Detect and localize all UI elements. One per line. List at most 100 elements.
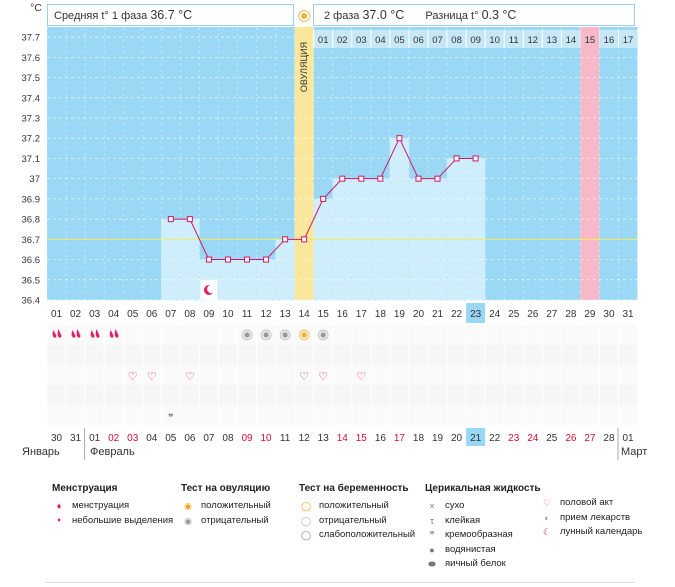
ovtest-negative-core [282,332,288,338]
y-tick-label: 37.7 [22,33,41,44]
legend-item: яичный белок [445,558,506,570]
negative-test-icon: ◉ [184,515,192,526]
post-ovulation-day-label: 05 [394,35,405,46]
moon-icon: ☾ [542,527,552,538]
temperature-point [263,256,270,263]
dry-icon: × [429,501,435,512]
marker-row [47,385,638,405]
date-label: 05 [165,433,177,444]
date-label: 19 [432,433,444,444]
legend-item: менструация [72,500,130,512]
diff-label: Разница t° [425,10,479,22]
temperature-point [167,216,174,223]
cycle-day-label: 31 [622,309,634,320]
temperature-point [434,175,441,182]
phase1-summary: Средняя t° 1 фаза 36.7 °C [47,4,294,26]
post-ovulation-day-label: 04 [375,35,386,46]
date-label: 26 [565,433,577,444]
date-label: 17 [394,433,406,444]
post-ovulation-day-label: 08 [451,35,462,46]
date-label: 27 [584,433,596,444]
y-tick-label: 36.7 [22,235,41,246]
pink-header-cell [580,30,600,48]
menstruation-drop-icon [90,330,95,338]
date-label: 02 [108,433,120,444]
cycle-day-label: 05 [127,309,139,320]
temperature-point [186,216,193,223]
legend-menstruation: Менструация ♦ менструация ♦ небольшие выде… [52,482,173,528]
temp-bar [180,218,200,301]
creamy-icon: ❞ [429,530,435,541]
creamy-icon: ❞ [168,413,173,424]
post-ovulation-day-label: 11 [509,35,519,46]
legend-cervical: Церикальная жидкость × сухо τ клейкая ❞ кре… [425,482,541,572]
date-label: 08 [222,433,234,444]
month-march: Март [621,446,648,458]
cycle-day-label: 09 [203,309,215,320]
legend-item: отрицательный [319,514,387,526]
date-label: 03 [127,433,139,444]
temperature-point [301,236,308,243]
heart-icon: ♡ [542,498,552,509]
date-label: 10 [261,433,273,444]
intercourse-heart-icon: ♡ [299,371,309,383]
cycle-day-label: 17 [356,309,368,320]
legend-other: ♡ половой акт ◐ прием лекарств ☾ лунный кал… [540,496,642,540]
cycle-day-label: 16 [337,309,349,320]
phase1-value: 36.7 °C [150,8,193,22]
bottom-divider [45,582,635,583]
cycle-day-label: 15 [318,309,330,320]
legend-item: водянистая [445,543,496,555]
legend-item: положительный [201,500,271,512]
date-label: 09 [241,433,253,444]
legend-item: слабоположительный [319,529,416,541]
y-tick-label: 36.9 [22,194,41,205]
cycle-day-label: 02 [70,309,82,320]
phase1-label: Средняя t° 1 фаза [54,10,148,22]
cycle-day-label: 27 [546,309,558,320]
legend-ovtest-title: Тест на овуляцию [181,483,271,494]
legend-item: отрицательный [201,514,269,526]
cycle-day-label: 21 [432,309,444,320]
post-ovulation-day-label: 16 [604,35,615,46]
cycle-day-label: 10 [222,309,234,320]
pink-day-column [580,27,600,300]
date-label: 01 [622,433,634,444]
legend-item: сухо [445,500,465,512]
y-tick-label: 36.4 [22,296,41,307]
temperature-point [377,175,384,182]
legend-menstruation-title: Менструация [52,483,118,494]
date-label: 11 [280,433,291,444]
pill-icon: ◐ [544,512,550,523]
post-ovulation-day-label: 02 [337,35,348,46]
marker-row [47,365,638,385]
temperature-point [339,175,346,182]
date-label: 16 [375,433,387,444]
post-ovulation-day-label: 12 [527,35,538,46]
post-ovulation-header-band [313,30,638,48]
date-label: 24 [527,433,539,444]
legend-item: лунный календарь [560,526,643,538]
moon-icon-cut [207,284,216,294]
ovulation-label-bg [295,27,313,107]
intercourse-heart-icon: ♡ [147,371,157,383]
date-label: 01 [89,433,101,444]
cycle-day-label: 03 [89,309,101,320]
post-ovulation-day-label: 07 [432,35,443,46]
egg-white-icon: ⬬ [428,559,436,570]
sticky-icon: τ [430,515,434,526]
marker-row [47,405,638,425]
temperature-point [244,256,251,263]
y-tick-label: 37.3 [22,114,41,125]
date-label: 14 [337,433,349,444]
cycle-day-label: 04 [108,309,120,320]
y-tick-label: 36.5 [22,275,41,286]
highlight-date-cell [466,428,486,446]
post-ovulation-day-label: 10 [489,35,500,46]
post-ovulation-day-label: 01 [318,35,329,46]
legend-pregnancy-test: Тест на беременность ◯ положительный ◯ отр… [299,482,415,543]
cycle-day-label: 19 [394,309,406,320]
cycle-day-label: 13 [280,309,292,320]
date-label: 31 [70,433,82,444]
